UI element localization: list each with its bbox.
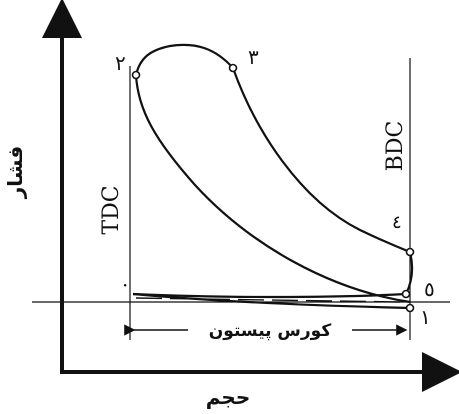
point-3 — [228, 63, 238, 73]
point-2 — [131, 70, 141, 80]
point-5 — [401, 289, 411, 299]
exhaust-curve — [405, 251, 414, 295]
point-4 — [405, 247, 415, 257]
bdc-label: BDC — [383, 121, 408, 172]
y-axis-label: فشار — [3, 146, 27, 199]
point-label-4: ٤ — [392, 212, 402, 233]
combustion-curve — [134, 43, 234, 76]
compression-curve — [134, 74, 411, 304]
point-label-0: · — [122, 273, 128, 297]
point-label-3: ۳ — [248, 45, 259, 69]
stroke-label-bg — [188, 316, 352, 342]
point-label-1: ۱ — [420, 305, 431, 329]
point-1 — [405, 303, 415, 313]
tdc-label: TDC — [99, 185, 124, 234]
x-axis-label: حجم — [206, 385, 251, 409]
intake-stroke-line — [132, 292, 411, 310]
exhaust-stroke-line — [132, 292, 407, 299]
point-label-2: ۲ — [115, 51, 126, 75]
pumping-loop-line — [135, 297, 401, 303]
piston-stroke-label: کورس پیستون — [209, 321, 332, 341]
expansion-curve — [231, 67, 411, 254]
point-label-5: ٥ — [424, 277, 435, 301]
